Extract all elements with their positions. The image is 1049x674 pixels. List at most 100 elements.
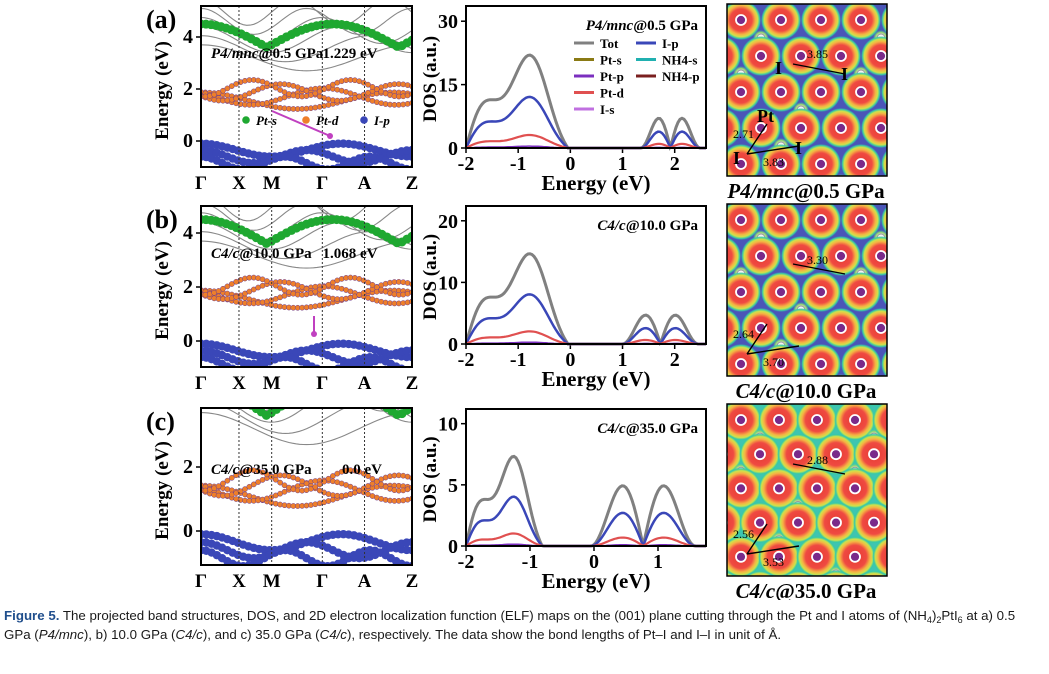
band-point-pt-s	[222, 388, 231, 397]
dos-ylabel: DOS (a.u.)	[420, 36, 441, 122]
elf-iodine-atom	[916, 395, 926, 405]
elf-iodine-density	[901, 108, 941, 148]
dos-xtick-label: 1	[618, 153, 628, 175]
elf-bond-line	[746, 523, 768, 555]
elf-bond-i-i-long: 3.85	[807, 47, 828, 61]
elf-iodine-atom	[907, 586, 917, 596]
elf-iodine-atom	[916, 51, 926, 61]
elf-pt-atom	[718, 570, 726, 578]
dos-legend-label: Tot	[600, 36, 619, 51]
elf-iodine-atom	[795, 322, 807, 334]
band-point-pt-d	[325, 83, 332, 90]
elf-iodine-atom	[835, 250, 847, 262]
dos-xtick-label: -1	[510, 349, 527, 371]
band-point-pt-d	[356, 487, 363, 494]
dos-legend-label: I-p	[662, 36, 679, 51]
elf-iodine-density	[921, 72, 961, 112]
elf-pt-density	[913, 302, 929, 318]
dos-ylabel: DOS (a.u.)	[420, 436, 441, 522]
band-point-pt-d	[365, 483, 371, 489]
elf-iodine-density	[941, 108, 981, 148]
band-ylabel: Energy (eV)	[152, 441, 173, 540]
elf-iodine-density	[881, 205, 887, 235]
elf-bond-pt-i: 2.56	[733, 527, 754, 541]
elf-pt-atom	[897, 198, 905, 206]
elf-caption-phase: C4/c	[736, 579, 776, 600]
band-point-pt-d	[369, 281, 376, 288]
band-point-pt-d	[303, 480, 310, 487]
elf-caption: P4/mnc@0.5 GPa	[726, 179, 885, 203]
elf-iodine-atom	[792, 516, 804, 529]
elf-iodine-atom	[830, 516, 842, 529]
gap-arrow-head	[311, 331, 317, 337]
elf-pt-density	[933, 210, 949, 226]
elf-pt-density	[893, 138, 909, 154]
band-point-pt-s	[242, 398, 251, 407]
elf-pt-atom	[717, 178, 725, 186]
band-point-pt-d	[316, 286, 323, 293]
dos-title-pressure: @10.0 GPa	[626, 218, 699, 234]
elf-iodine-atom	[907, 518, 917, 528]
band-ytick-label: 0	[183, 330, 193, 352]
band-point-pt-d	[246, 483, 253, 490]
band-point-pt-s	[277, 408, 286, 411]
elf-pt-atom	[917, 306, 925, 314]
elf-iodine-atom	[727, 519, 728, 526]
elf-iodine-density	[881, 77, 887, 107]
elf-pt-atom	[897, 142, 905, 150]
dos-frame	[465, 205, 707, 345]
elf-iodine-density	[881, 349, 887, 376]
band-phase-label: P4/mnc@0.5 GPa	[211, 46, 324, 62]
elf-iodine-atom	[773, 550, 785, 563]
elf-iodine-atom	[855, 286, 867, 298]
elf-iodine-atom	[795, 50, 807, 62]
band-frame	[200, 407, 413, 566]
band-point-pt-d	[272, 84, 279, 91]
band-point-pt-s	[342, 384, 351, 393]
elf-iodine-atom	[815, 358, 827, 370]
dos-title: C4/c@35.0 GPa	[597, 421, 698, 437]
band-frame	[200, 205, 413, 368]
elf-pt-density	[893, 338, 909, 354]
elf-iodine-atom	[795, 250, 807, 262]
band-curves	[201, 6, 412, 167]
elf-bond-pt-i: 2.71	[733, 127, 754, 141]
elf-iodine-atom	[815, 158, 827, 170]
band-ytick-label: 4	[183, 222, 193, 244]
dos-xtick-label: 0	[589, 551, 599, 573]
kpoint-label: A	[358, 373, 372, 394]
elf-iodine-density	[921, 344, 961, 384]
dos-title-phase: C4/c	[597, 421, 626, 437]
elf-iodine-density	[745, 570, 775, 576]
elf-iodine-atom	[815, 214, 827, 226]
dos-xtick-label: 1	[653, 551, 663, 573]
band-point-i-p	[407, 353, 412, 362]
elf-iodine-atom	[811, 550, 823, 563]
panel-label: (b)	[146, 205, 178, 234]
elf-iodine-density	[681, 144, 721, 184]
band-line	[248, 408, 395, 412]
elf-iodine-atom	[956, 123, 966, 133]
elf-iodine-atom	[875, 322, 887, 334]
band-gap-label: 0.0 eV	[342, 462, 382, 478]
elf-iodine-density	[901, 236, 941, 276]
band-point-i-p	[407, 152, 412, 161]
kpoint-label: X	[232, 373, 246, 394]
elf-iodine-density	[921, 200, 961, 240]
elf-pt-density	[893, 194, 909, 210]
band-point-pt-d	[228, 474, 235, 481]
kpoint-label: Z	[406, 173, 419, 194]
elf-iodine-density	[727, 36, 741, 76]
elf-iodine-atom	[907, 449, 917, 459]
band-point-pt-s	[237, 395, 246, 404]
elf-iodine-atom	[855, 14, 867, 26]
elf-iodine-density	[910, 467, 952, 509]
band-point-pt-d	[242, 486, 248, 492]
elf-iodine-atom	[698, 552, 708, 562]
band-point-pt-d	[250, 481, 257, 488]
dos-xtick-label: -1	[522, 551, 539, 573]
elf-iodine-density	[727, 236, 741, 276]
kpoint-label: Γ	[316, 373, 328, 394]
elf-iodine-atom	[888, 552, 898, 562]
band-line	[201, 44, 412, 72]
